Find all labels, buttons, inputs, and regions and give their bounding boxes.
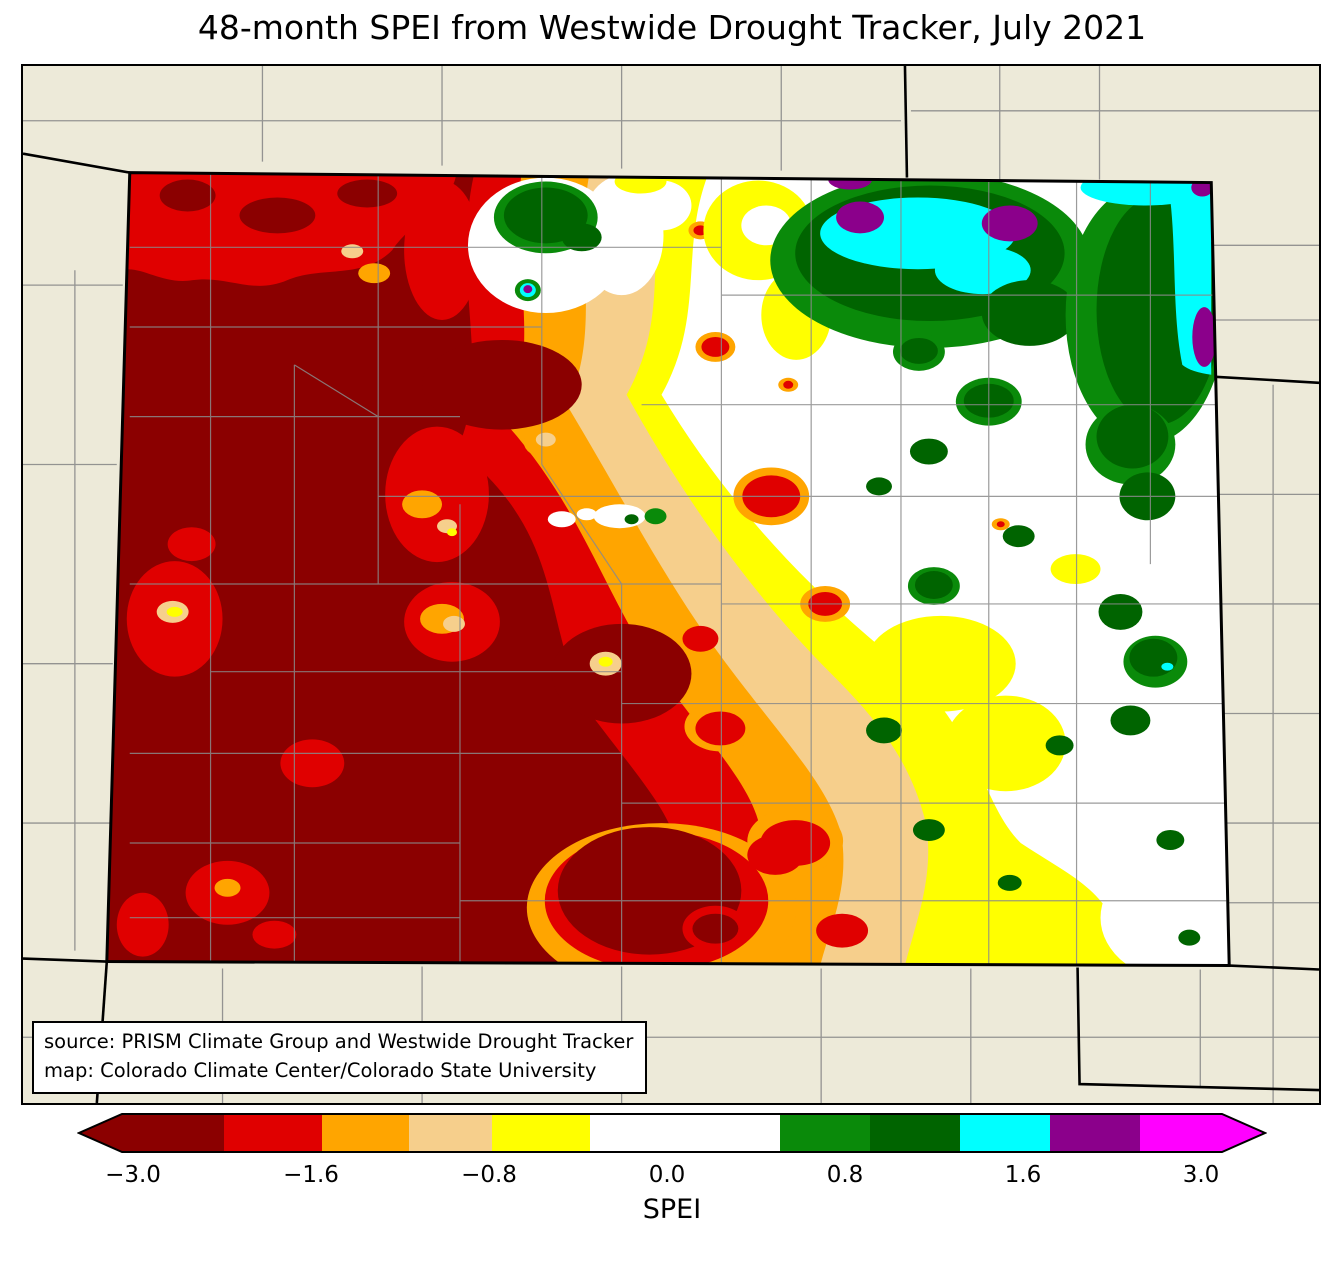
tick-label-3: 0.0 [648,1162,686,1188]
colorbar-segment-purple [1050,1114,1140,1152]
colorbar-segment-yellow [492,1114,590,1152]
colorbar-segment-magenta [1140,1114,1222,1152]
tick-label-4: 0.8 [826,1162,864,1188]
colorbar-segment-red [224,1114,322,1152]
colorbar-right-arrow [1222,1114,1265,1152]
tick-label-2: −0.8 [461,1162,517,1188]
colorbar-segment-white [590,1114,780,1152]
colorado-border [105,171,1231,968]
colorbar-ticks: −3.0 −1.6 −0.8 0.0 0.8 1.6 3.0 [77,1154,1267,1190]
spei-colorbar [77,1113,1267,1153]
county-lines-inside [129,172,1227,966]
colorbar-segment-tan [409,1114,492,1152]
source-line-2: map: Colorado Climate Center/Colorado St… [44,1058,597,1082]
tick-label-5: 1.6 [1004,1162,1042,1188]
colorbar-segment-dark-green [870,1114,960,1152]
colorbar-outline [77,1113,1267,1153]
colorbar-left-arrow [79,1114,122,1152]
colorbar-axis-label: SPEI [642,1194,702,1225]
colorbar-segment-cyan [960,1114,1050,1152]
tick-label-0: −3.0 [105,1162,161,1188]
tick-label-6: 3.0 [1182,1162,1220,1188]
colorbar-area: −3.0 −1.6 −0.8 0.0 0.8 1.6 3.0 SPEI [77,1112,1267,1252]
page-title: 48-month SPEI from Westwide Drought Trac… [197,8,1147,47]
source-attribution-box: source: PRISM Climate Group and Westwide… [32,1021,648,1094]
tick-label-1: −1.6 [283,1162,339,1188]
colorbar-segment-maroon [122,1114,224,1152]
colorbar-segment-orange [322,1114,409,1152]
map-panel: source: PRISM Climate Group and Westwide… [21,64,1321,1105]
source-line-1: source: PRISM Climate Group and Westwide… [44,1030,634,1054]
colorado-spei-map [23,66,1319,1103]
spei-field [106,172,1230,966]
colorbar-segment-green [780,1114,870,1152]
